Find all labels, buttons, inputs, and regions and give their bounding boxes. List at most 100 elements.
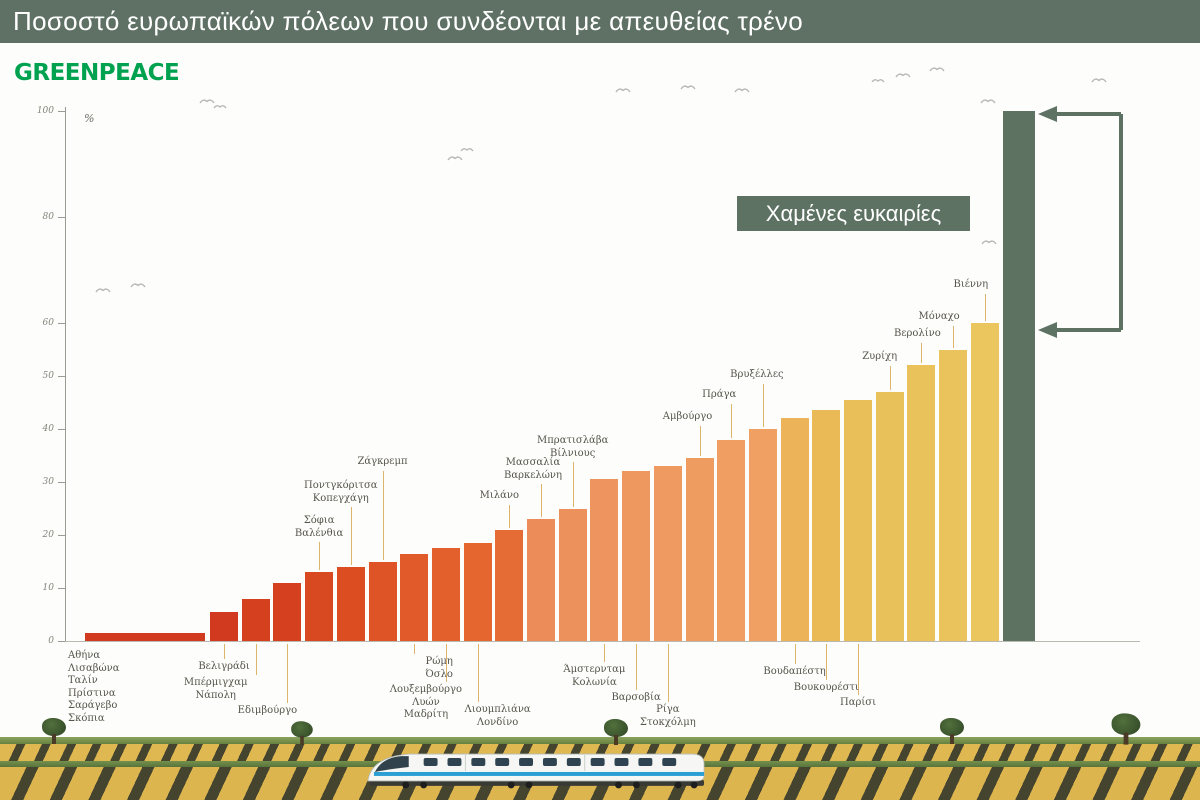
bird-icon <box>460 148 474 152</box>
bird-icon <box>895 73 911 78</box>
chart-bar <box>241 598 270 641</box>
x-axis <box>65 641 1140 642</box>
city-label: Ρώμη Όσλο <box>425 656 453 680</box>
y-tick <box>58 641 65 642</box>
striped-barrier-band <box>0 744 1200 761</box>
chart-bar <box>558 508 587 641</box>
chart-bar <box>527 519 555 641</box>
chart-bar <box>210 611 238 641</box>
chart-bar <box>336 566 365 641</box>
chart-bar <box>368 561 397 641</box>
leader-line <box>350 507 352 565</box>
leader-line <box>255 644 257 675</box>
birds-decoration <box>95 67 1107 293</box>
bird-icon <box>615 88 631 93</box>
y-tick <box>58 376 65 377</box>
city-label: Βερολίνο <box>893 328 941 339</box>
city-label: Πράγα <box>702 389 737 400</box>
bird-icon <box>981 240 997 245</box>
city-label: Εδιμβούργο <box>237 705 298 716</box>
chart-bar <box>780 418 809 641</box>
chart-bar <box>273 582 302 641</box>
y-axis-unit: % <box>84 112 95 125</box>
chart-bar <box>590 479 619 641</box>
bird-icon <box>680 85 696 90</box>
bird-icon <box>734 88 750 93</box>
tree-icon <box>604 719 628 745</box>
grass-strip <box>0 737 1200 744</box>
city-label: Βαρσοβία <box>611 692 661 703</box>
y-tick <box>58 217 65 218</box>
city-label: Ζυρίχη <box>862 351 898 362</box>
leader-line <box>921 342 923 364</box>
leader-line <box>382 470 384 560</box>
chart-bar <box>812 410 841 641</box>
page-title: Ποσοστό ευρωπαϊκών πόλεων που συνδέονται… <box>13 6 804 36</box>
header-bar: Ποσοστό ευρωπαϊκών πόλεων που συνδέονται… <box>0 0 1200 43</box>
chart-bar <box>400 553 429 641</box>
y-tick-label: 80 <box>42 212 54 222</box>
y-tick <box>58 535 65 536</box>
city-label: Μπρατισλάβα Βίλνιους <box>537 435 609 459</box>
leader-line <box>224 644 225 659</box>
chart-bar <box>907 365 936 641</box>
chart-bar <box>305 572 334 641</box>
city-label: Βελιγράδι <box>198 661 250 672</box>
bird-icon <box>95 288 111 293</box>
chart-bar <box>685 458 714 641</box>
y-tick-label: 100 <box>36 106 54 116</box>
y-tick-label: 30 <box>42 477 54 487</box>
city-label: Αθήνα Λισαβώνα Ταλίν Πρίστινα Σαράγεβο Σκόπια <box>68 650 120 724</box>
y-axis <box>65 107 66 642</box>
y-tick-label: 60 <box>42 318 54 328</box>
city-label: Παρίσι <box>839 697 877 708</box>
tree-icon <box>940 718 964 744</box>
bird-icon <box>213 105 227 109</box>
potential-bar <box>1002 111 1035 641</box>
leader-line <box>953 325 955 348</box>
city-label: Βουδαπέστη <box>763 666 826 677</box>
tree-icon <box>291 721 313 745</box>
leader-line <box>794 644 796 664</box>
leader-line <box>667 644 669 702</box>
city-label: Σόφια Βαλένθια <box>294 515 344 539</box>
chart-bar <box>875 391 904 641</box>
y-tick <box>58 429 65 430</box>
city-label: Μπέρμιγχαμ Νάπολη <box>183 677 248 701</box>
y-tick-label: 0 <box>48 636 54 646</box>
bird-icon <box>871 79 885 83</box>
chart-bar <box>970 323 999 641</box>
chart-bar <box>748 429 777 641</box>
city-label: Ποντγκόριτσα Κοπεγχάγη <box>304 480 378 504</box>
city-label: Βιέννη <box>953 279 989 290</box>
y-tick-label: 50 <box>42 371 54 381</box>
city-label: Λουξεμβούργο Λυών Μαδρίτη <box>389 684 463 720</box>
bird-icon <box>447 156 463 161</box>
tree-icon <box>1111 713 1141 745</box>
leader-line <box>731 403 733 438</box>
bird-icon <box>929 67 945 72</box>
leader-line <box>699 425 701 457</box>
gap-arrows-icon <box>1038 106 1123 338</box>
city-label: Ζάγκρεμπ <box>357 456 408 467</box>
leader-line <box>414 644 416 654</box>
train-illustration <box>367 753 705 789</box>
chart-bar <box>622 471 651 641</box>
chart-bar <box>939 349 968 641</box>
leader-line <box>889 365 891 390</box>
city-label: Μιλάνο <box>479 490 519 501</box>
leader-line <box>541 484 542 518</box>
city-label: Μόναχο <box>918 311 960 322</box>
leader-line <box>858 644 859 695</box>
chart-bar <box>463 542 492 641</box>
city-label: Άμστερνταμ Κολωνία <box>563 664 626 688</box>
leader-line <box>762 383 764 427</box>
y-tick <box>58 482 65 483</box>
y-tick <box>58 323 65 324</box>
greenpeace-logo: GREENPEACE <box>14 60 180 86</box>
leader-line <box>984 293 986 321</box>
leader-line <box>604 644 606 662</box>
leader-line <box>477 644 479 702</box>
chart-bar <box>85 633 205 641</box>
